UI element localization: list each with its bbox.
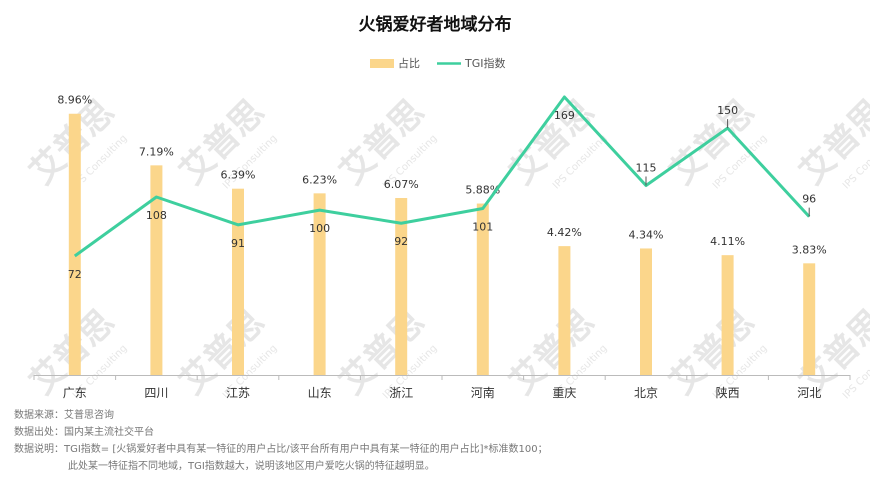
bar-series bbox=[68, 113, 816, 375]
legend-label-tgi: TGI指数 bbox=[464, 56, 506, 70]
bar-value-label: 5.88% bbox=[465, 184, 500, 197]
x-axis-ticks bbox=[33, 375, 851, 380]
tgi-value-label: 115 bbox=[636, 162, 657, 175]
bar bbox=[558, 246, 571, 375]
bar bbox=[395, 198, 408, 375]
bar-value-label: 4.11% bbox=[710, 235, 745, 248]
bar bbox=[640, 248, 652, 375]
note-explain-2: 此处某一特征指不同地域，TGI指数越大，说明该地区用户爱吃火锅的特征越明显。 bbox=[68, 461, 435, 472]
tgi-value-label: 150 bbox=[717, 104, 738, 117]
bar-value-label: 6.23% bbox=[302, 173, 337, 186]
bar bbox=[476, 203, 489, 375]
watermark-text: 艾普思 bbox=[502, 92, 602, 192]
chart-title: 火锅爱好者地域分布 bbox=[359, 14, 512, 35]
legend-swatch-share bbox=[370, 59, 394, 68]
category-label: 山东 bbox=[308, 386, 332, 400]
bar-value-label: 4.42% bbox=[547, 226, 582, 239]
bar-value-label: 7.19% bbox=[139, 145, 174, 158]
bar bbox=[721, 255, 734, 375]
tgi-value-label: 169 bbox=[554, 109, 575, 122]
legend: 占比 TGI指数 bbox=[370, 56, 506, 70]
bar bbox=[803, 263, 816, 375]
category-label: 河南 bbox=[471, 385, 495, 400]
tgi-value-label: 72 bbox=[68, 268, 82, 281]
tgi-value-label: 100 bbox=[309, 222, 330, 235]
tgi-line-series bbox=[73, 95, 811, 258]
tgi-value-label: 92 bbox=[394, 235, 408, 248]
category-label: 河北 bbox=[797, 386, 821, 400]
category-label: 浙江 bbox=[389, 386, 413, 400]
watermark-text: 艾普思 bbox=[662, 302, 762, 402]
bar-value-label: 4.34% bbox=[629, 228, 664, 241]
bar bbox=[150, 165, 163, 375]
category-label: 江苏 bbox=[226, 386, 250, 400]
tgi-value-label: 96 bbox=[802, 193, 816, 206]
category-label: 陕西 bbox=[716, 385, 740, 400]
bar bbox=[68, 113, 81, 375]
x-axis-category-labels: 广东 四川 江苏 山东 浙江 河南 重庆 北京 陕西 河北 bbox=[63, 385, 821, 400]
bar bbox=[313, 193, 326, 375]
tgi-value-labels: 72 108 91 100 92 101 169 115 150 96 bbox=[68, 104, 816, 281]
footnotes: 数据来源：艾普思咨询 数据出处：国内某主流社交平台 数据说明：TGI指数= [火… bbox=[14, 407, 548, 475]
tgi-value-label: 101 bbox=[472, 220, 493, 233]
bar bbox=[232, 188, 244, 375]
watermark-text: 艾普思 bbox=[662, 92, 762, 192]
tgi-value-label: 91 bbox=[231, 237, 245, 250]
category-label: 北京 bbox=[634, 386, 658, 400]
bar-value-labels: 8.96% 7.19% 6.39% 6.23% 6.07% 5.88% 4.42% 4.34%… bbox=[57, 94, 826, 257]
category-label: 广东 bbox=[63, 386, 87, 400]
tgi-line bbox=[73, 95, 811, 258]
note-explain-1: 数据说明：TGI指数= [火锅爱好者中具有某一特征的用户占比/该平台所有用户中具… bbox=[14, 444, 548, 455]
note-origin: 数据出处：国内某主流社交平台 bbox=[14, 427, 154, 438]
watermark-text: 艾普思 bbox=[172, 302, 272, 402]
bar-value-label: 3.83% bbox=[792, 243, 827, 256]
category-label: 四川 bbox=[144, 386, 168, 400]
bar-value-label: 6.07% bbox=[384, 178, 419, 191]
tgi-value-label: 108 bbox=[146, 209, 167, 222]
note-source: 数据来源：艾普思咨询 bbox=[14, 410, 114, 421]
bar-value-label: 6.39% bbox=[221, 169, 256, 182]
category-label: 重庆 bbox=[552, 386, 576, 400]
bar-value-label: 8.96% bbox=[57, 94, 92, 107]
legend-label-share: 占比 bbox=[398, 56, 420, 70]
watermark-text: 艾普思 bbox=[332, 302, 432, 402]
